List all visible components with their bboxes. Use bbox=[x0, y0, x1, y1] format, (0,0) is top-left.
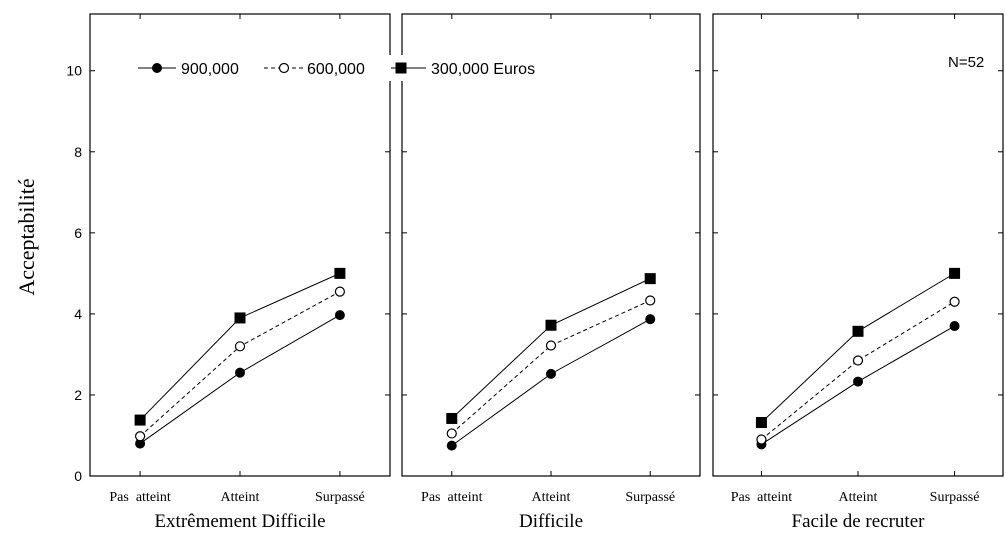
legend-label: 900,000 bbox=[181, 61, 239, 78]
legend-item-1: 900,000 bbox=[138, 61, 239, 78]
data-point-series-1 bbox=[645, 314, 656, 325]
data-point-series-3 bbox=[949, 267, 961, 279]
legend-label: 600,000 bbox=[307, 61, 365, 78]
data-point-series-3 bbox=[852, 325, 864, 337]
legend-marker bbox=[152, 63, 162, 73]
panel-title: Extrêmement Difficile bbox=[154, 511, 325, 532]
x-category-label: Surpassé bbox=[930, 490, 980, 505]
panel-frame bbox=[712, 13, 1004, 477]
data-point-series-2 bbox=[446, 428, 457, 439]
panel-frame bbox=[89, 13, 391, 477]
data-point-series-3 bbox=[545, 319, 557, 331]
panels: 0 2 4 6 8 10 Pas atteint Atteint Surpassé Extrême… bbox=[66, 13, 1004, 532]
y-tick-label: 2 bbox=[74, 387, 82, 403]
legend-marker bbox=[278, 62, 290, 74]
legend-marker bbox=[395, 62, 407, 74]
x-category-label: Pas atteint bbox=[421, 490, 483, 505]
series-line-1 bbox=[451, 318, 651, 447]
data-point-series-2 bbox=[234, 341, 246, 352]
data-point-series-3 bbox=[755, 417, 767, 429]
data-point-series-1 bbox=[235, 367, 245, 378]
panel-title: Facile de recruter bbox=[792, 511, 926, 532]
series-line-1 bbox=[139, 314, 341, 444]
data-point-series-2 bbox=[645, 295, 656, 306]
y-axis-label: Acceptabilité bbox=[14, 178, 39, 295]
data-point-series-1 bbox=[949, 321, 960, 332]
data-point-series-3 bbox=[134, 414, 146, 426]
x-category-label: Atteint bbox=[839, 490, 878, 505]
data-point-series-2 bbox=[334, 286, 345, 297]
x-category-label: Surpassé bbox=[315, 490, 365, 505]
data-point-series-3 bbox=[446, 412, 458, 424]
legend-item-3: 300,000 Euros bbox=[391, 61, 535, 78]
data-point-series-2 bbox=[756, 434, 767, 445]
y-tick-label: 0 bbox=[74, 468, 82, 484]
data-point-series-1 bbox=[446, 440, 457, 451]
x-category-label: Surpassé bbox=[625, 490, 675, 505]
sample-size-annotation: N=52 bbox=[948, 54, 984, 71]
data-point-series-3 bbox=[644, 273, 656, 285]
panel-frame bbox=[401, 13, 701, 477]
panel-2: Pas atteint Atteint Surpassé Difficile bbox=[401, 13, 701, 532]
x-category-label: Pas atteint bbox=[109, 490, 171, 505]
series-line-2 bbox=[761, 301, 955, 440]
series-line-3 bbox=[761, 272, 955, 423]
data-point-series-1 bbox=[546, 368, 556, 379]
data-point-series-2 bbox=[545, 340, 557, 351]
x-category-label: Pas atteint bbox=[731, 490, 793, 505]
legend-item-2: 600,000 bbox=[264, 61, 365, 78]
y-tick-label: 10 bbox=[66, 63, 82, 79]
data-point-series-2 bbox=[852, 355, 864, 366]
legend-label: 300,000 Euros bbox=[431, 61, 535, 78]
data-point-series-1 bbox=[853, 376, 863, 387]
data-point-series-2 bbox=[135, 431, 146, 442]
legend: 900,000 600,000 300,000 Euros bbox=[138, 55, 535, 81]
data-point-series-3 bbox=[334, 267, 346, 279]
y-tick-label: 4 bbox=[74, 306, 82, 322]
panel-title: Difficile bbox=[519, 511, 583, 532]
y-tick-label: 8 bbox=[74, 144, 82, 160]
x-category-label: Atteint bbox=[221, 490, 260, 505]
panel-3: Pas atteint Atteint Surpassé Facile de recr… bbox=[712, 13, 1004, 532]
panel-1: 0 2 4 6 8 10 Pas atteint Atteint Surpassé Extrême… bbox=[66, 13, 391, 532]
data-point-series-2 bbox=[949, 296, 960, 307]
series-line-2 bbox=[451, 300, 651, 434]
data-point-series-3 bbox=[234, 312, 246, 324]
data-point-series-1 bbox=[334, 310, 345, 321]
y-tick-label: 6 bbox=[74, 225, 82, 241]
x-category-label: Atteint bbox=[532, 490, 571, 505]
